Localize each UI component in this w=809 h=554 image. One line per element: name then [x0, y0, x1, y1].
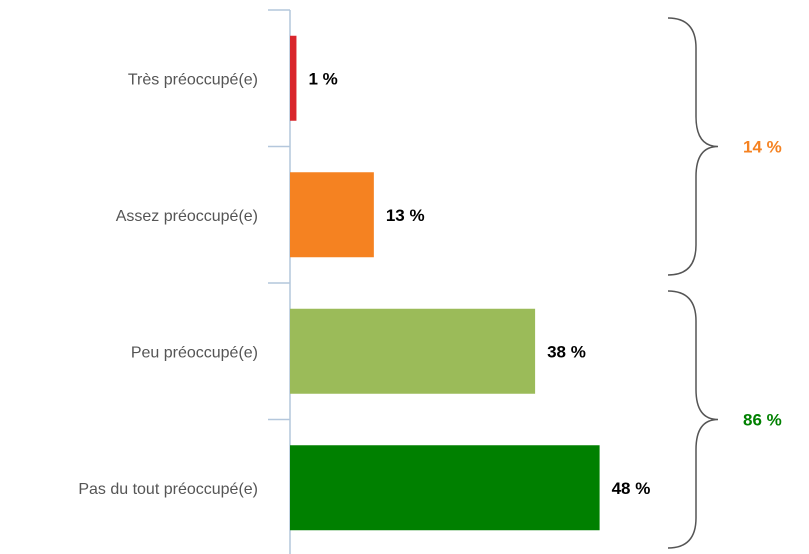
value-label: 13 %	[386, 206, 425, 225]
group-total-label: 14 %	[743, 138, 782, 157]
group-brace	[667, 290, 719, 549]
value-label: 48 %	[612, 479, 651, 498]
category-label: Peu préoccupé(e)	[131, 344, 258, 361]
group-brace	[667, 17, 719, 276]
bars	[290, 35, 600, 531]
group-total-label: 86 %	[743, 411, 782, 430]
category-label: Pas du tout préoccupé(e)	[78, 481, 258, 498]
category-labels: Très préoccupé(e) Assez préoccupé(e) Peu p…	[78, 71, 258, 498]
bar	[290, 445, 600, 531]
category-label: Assez préoccupé(e)	[116, 208, 258, 225]
value-label: 38 %	[547, 342, 586, 361]
category-label: Très préoccupé(e)	[128, 71, 258, 88]
value-labels: 1 % 13 % 38 % 48 %	[308, 69, 650, 498]
value-label: 1 %	[308, 69, 337, 88]
group-braces: 14 % 86 %	[667, 17, 782, 549]
bar	[290, 308, 536, 394]
bar	[290, 35, 297, 121]
axis	[268, 9, 291, 554]
bar	[290, 172, 374, 258]
